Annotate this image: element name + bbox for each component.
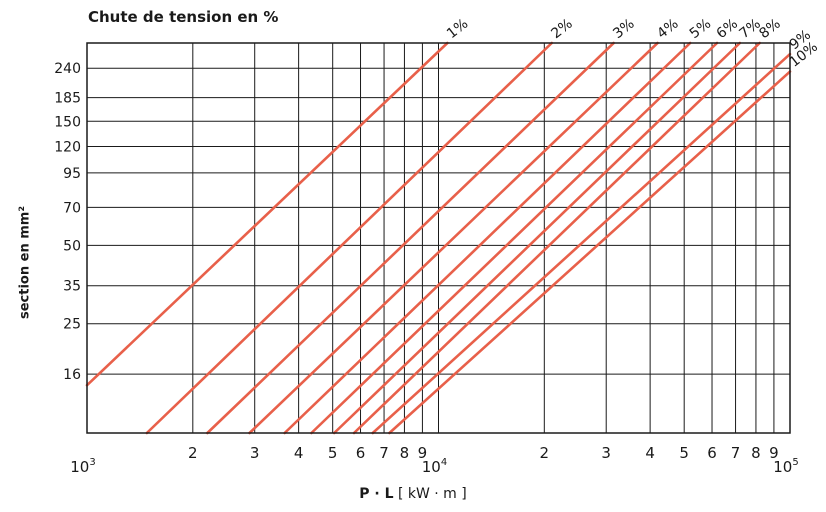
x-tick-label: 2: [188, 444, 198, 462]
series-line: [310, 41, 719, 435]
x-tick-label: 105: [773, 457, 798, 476]
x-tick-label: 3: [601, 444, 611, 462]
x-tick-label: 3: [250, 444, 260, 462]
series-label: 5%: [687, 16, 714, 42]
x-tick-label: 6: [356, 444, 366, 462]
x-tick-label: 7: [731, 444, 741, 462]
x-tick-exponent: 4: [441, 457, 447, 468]
x-tick-exponent: 3: [89, 457, 95, 468]
series-label: 4%: [654, 16, 681, 42]
x-axis-label-unit: [ kW · m ]: [397, 486, 467, 502]
series-line: [283, 41, 692, 435]
x-tick-label: 6: [707, 444, 717, 462]
series-line: [145, 41, 554, 435]
series-label: 3%: [610, 16, 637, 42]
x-tick-label: 103: [70, 457, 95, 476]
y-tick-labels: 16 25 35 50 70 95 120 150 185 240: [54, 61, 81, 383]
series-label: 8%: [756, 16, 783, 42]
series-label: 2%: [548, 16, 575, 42]
series-lines: [85, 41, 792, 435]
series-line: [332, 41, 742, 435]
x-tick-label: 8: [400, 444, 410, 462]
y-tick-label: 70: [63, 200, 81, 216]
x-tick-label: 9: [769, 444, 779, 462]
plot-frame: [86, 42, 791, 434]
y-tick-label: 150: [54, 114, 81, 130]
x-tick-label: 5: [679, 444, 689, 462]
series-label: 1%: [444, 16, 471, 42]
x-tick-label: 5: [328, 444, 338, 462]
series-line: [388, 70, 792, 435]
series-line: [248, 41, 659, 435]
series-line: [371, 52, 792, 435]
x-tick-label: 104: [422, 457, 447, 476]
x-tick-label: 4: [294, 444, 304, 462]
x-tick-label: 7: [379, 444, 389, 462]
y-tick-label: 35: [63, 279, 81, 295]
x-axis-label: P · L [ kW · m ]: [0, 486, 826, 502]
y-tick-label: 25: [63, 317, 81, 333]
series-line: [85, 41, 449, 387]
x-tick-label: 8: [751, 444, 761, 462]
x-axis-label-variables: P · L: [359, 486, 394, 502]
y-tick-label: 16: [63, 367, 81, 383]
x-tick-label: 2: [540, 444, 550, 462]
x-tick-label: 4: [645, 444, 655, 462]
series-line: [206, 41, 615, 435]
y-tick-label: 50: [63, 238, 81, 254]
y-tick-label: 95: [63, 166, 81, 182]
y-tick-label: 120: [54, 140, 81, 156]
x-tick-label: 9: [418, 444, 428, 462]
series-line: [352, 41, 762, 435]
y-tick-label: 185: [54, 91, 81, 107]
chart-title: Chute de tension en %: [88, 8, 279, 26]
y-tick-label: 240: [54, 61, 81, 77]
x-tick-exponent: 5: [792, 457, 798, 468]
